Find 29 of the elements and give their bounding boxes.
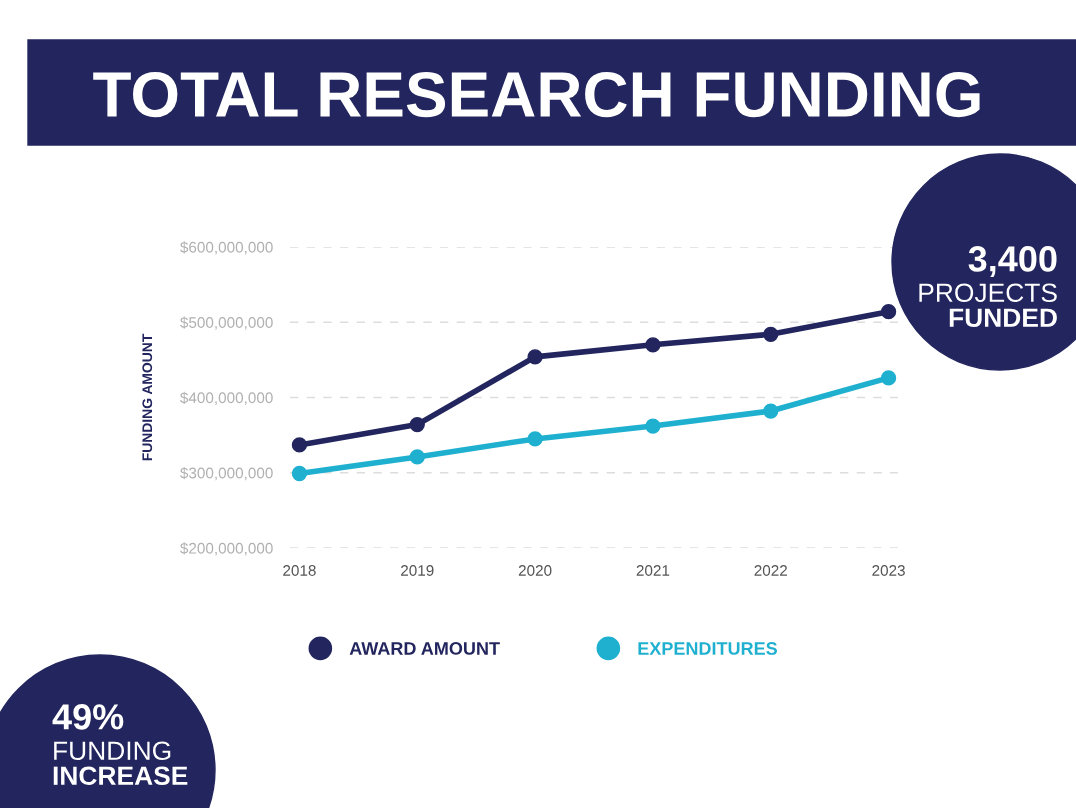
point: [645, 337, 661, 353]
x-tick-label: 2022: [754, 565, 787, 576]
x-tick-label: 2020: [518, 565, 552, 576]
y-tick-label: $200,000,000: [180, 542, 273, 556]
text: 49% FUNDING INCREASE: [52, 704, 188, 786]
point: [291, 437, 308, 453]
point: [763, 403, 779, 419]
chart-title: TOTAL RESEARCH FUNDING: [93, 71, 980, 118]
y-tick-label: $300,000,000: [180, 466, 273, 481]
text: 3,400 PROJECTS FUNDED: [919, 246, 1057, 328]
point: [291, 465, 308, 482]
y-tick-label: $400,000,000: [180, 391, 273, 405]
legend-label: EXPENDITURES: [638, 642, 777, 655]
x-tick-label: 2021: [636, 565, 670, 576]
legend-label: AWARD AMOUNT: [349, 642, 500, 655]
point: [645, 418, 661, 434]
point: [763, 326, 779, 342]
point: [409, 449, 425, 465]
x-tick-label: 2019: [401, 565, 434, 576]
point: [527, 349, 543, 365]
y-tick-label: $500,000,000: [180, 316, 273, 330]
point: [880, 370, 897, 386]
x-tick-label: 2018: [283, 565, 316, 576]
point: [409, 416, 425, 433]
y-tick-label: $600,000,000: [180, 241, 273, 255]
y-axis-title: FUNDING AMOUNT: [142, 333, 153, 461]
point: [527, 431, 543, 447]
x-tick-label: 2023: [872, 565, 905, 576]
point: [880, 304, 897, 320]
